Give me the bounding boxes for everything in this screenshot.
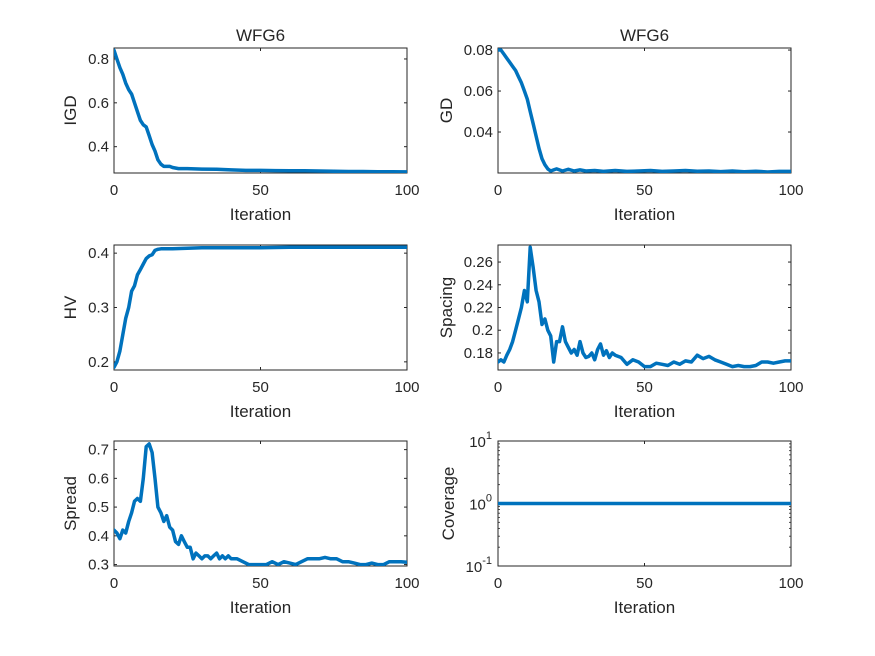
x-tick-label: 0 (494, 379, 502, 396)
y-axis-label: Coverage (439, 467, 458, 541)
y-tick-label: 0.7 (88, 442, 109, 459)
y-tick-label: 0.06 (464, 83, 493, 100)
x-tick-label: 0 (110, 379, 118, 396)
x-tick-label: 100 (394, 575, 419, 592)
x-axis-label: Iteration (230, 402, 291, 421)
x-axis-label: Iteration (614, 598, 675, 617)
y-axis-label: Spread (61, 476, 80, 531)
y-axis-label: Spacing (437, 277, 456, 338)
x-tick-label: 50 (252, 182, 269, 199)
x-tick-label: 100 (778, 182, 803, 199)
series-line-gd (498, 48, 791, 173)
x-tick-label: 50 (252, 575, 269, 592)
series-line-spread (114, 442, 407, 566)
y-tick-exponent: 1 (486, 430, 492, 442)
x-axis-label: Iteration (230, 598, 291, 617)
x-axis-label: Iteration (230, 205, 291, 224)
y-tick-label: 0.08 (464, 42, 493, 59)
x-tick-label: 50 (636, 379, 653, 396)
y-tick-label: 0.5 (88, 499, 109, 516)
y-tick-label: 0.6 (88, 470, 109, 487)
y-tick-label: 0.8 (88, 51, 109, 68)
series-line-hv (114, 245, 407, 370)
subplot-3: 0 50 100 0.2 0.3 0.4 Iteration HV (61, 244, 420, 421)
x-axis-label: Iteration (614, 205, 675, 224)
axes-box (113, 47, 408, 174)
x-tick-label: 100 (778, 575, 803, 592)
x-tick-label: 50 (636, 575, 653, 592)
y-tick-label: 0.3 (88, 557, 109, 574)
y-tick-label: 0.3 (88, 300, 109, 317)
y-tick-label: 0.22 (464, 300, 493, 317)
y-axis-label: GD (437, 98, 456, 124)
y-tick-label: 0.6 (88, 95, 109, 112)
y-tick-label: 0.18 (464, 345, 493, 362)
y-axis-label: IGD (61, 95, 80, 125)
x-tick-label: 0 (494, 182, 502, 199)
y-tick-exponent: 0 (486, 493, 492, 505)
y-tick-exponent: -1 (482, 555, 492, 567)
x-tick-label: 0 (110, 575, 118, 592)
x-axis-label: Iteration (614, 402, 675, 421)
axes-box (113, 440, 408, 567)
axes-box (113, 244, 408, 371)
x-tick-label: 100 (778, 379, 803, 396)
subplot-2: 0 50 100 0.04 0.06 0.08 WFG6 Iteration GD (437, 26, 804, 224)
y-tick-label: 0.2 (472, 322, 493, 339)
x-tick-label: 0 (110, 182, 118, 199)
subplot-4: 0 50 100 0.18 0.2 0.22 0.24 0.26 Iteration Spacin… (437, 244, 804, 421)
y-tick-label: 0.4 (88, 245, 109, 262)
y-tick-label: 10-1 (466, 555, 492, 576)
y-tick-base: 10 (469, 497, 486, 514)
y-tick-label: 0.04 (464, 124, 493, 141)
plot-title: WFG6 (236, 26, 285, 45)
y-tick-base: 10 (469, 434, 486, 451)
x-tick-label: 50 (636, 182, 653, 199)
axes-box (497, 244, 792, 371)
y-tick-label: 0.2 (88, 354, 109, 371)
x-tick-label: 50 (252, 379, 269, 396)
y-tick-label: 100 (469, 493, 492, 514)
x-tick-label: 100 (394, 379, 419, 396)
y-tick-label: 0.4 (88, 139, 109, 156)
series-line-igd (114, 48, 407, 173)
subplot-1: 0 50 100 0.4 0.6 0.8 WFG6 Iteration IGD (61, 26, 420, 224)
y-tick-label: 101 (469, 430, 492, 451)
series-line-spacing (498, 245, 791, 369)
y-tick-label: 0.26 (464, 254, 493, 271)
y-axis-label: HV (61, 295, 80, 319)
y-tick-base: 10 (466, 559, 483, 576)
plot-title: WFG6 (620, 26, 669, 45)
x-tick-label: 100 (394, 182, 419, 199)
y-tick-label: 0.4 (88, 528, 109, 545)
y-tick-label: 0.24 (464, 277, 493, 294)
x-tick-label: 0 (494, 575, 502, 592)
axes-box (497, 47, 792, 174)
subplot-5: 0 50 100 0.3 0.4 0.5 0.6 0.7 Iteration Spread (61, 440, 420, 617)
